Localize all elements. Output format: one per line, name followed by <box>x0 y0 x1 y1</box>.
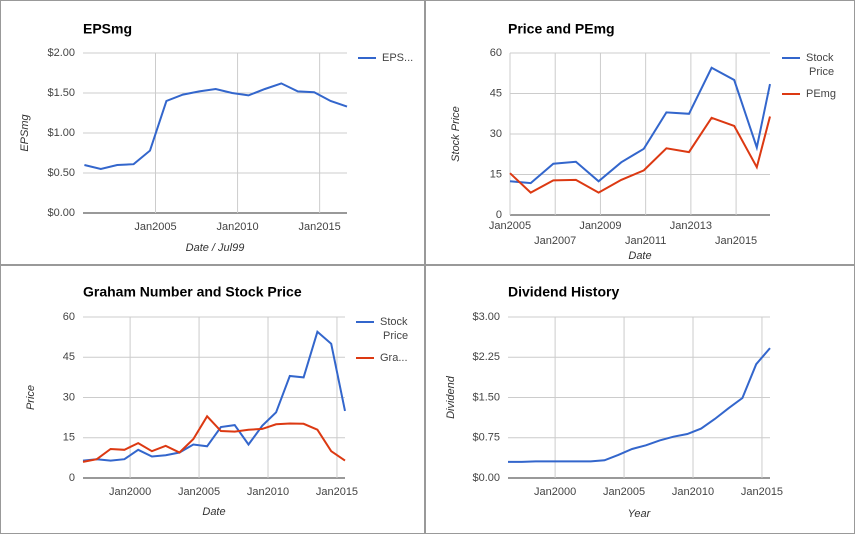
y-tick-label: $2.00 <box>47 47 75 59</box>
y-tick-label: 30 <box>490 128 502 140</box>
chart-title: Dividend History <box>508 284 619 300</box>
y-axis-title: Dividend <box>445 375 457 419</box>
legend-label: PEmg <box>806 88 836 100</box>
y-axis-title: EPSmg <box>19 113 31 151</box>
y-axis-title: Stock Price <box>450 106 462 162</box>
panel <box>425 0 855 265</box>
legend-label: Stock Price <box>806 52 834 78</box>
x-tick-label: Jan2015 <box>299 221 341 233</box>
series-line <box>509 66 771 185</box>
y-tick-label: $3.00 <box>472 311 500 323</box>
x-axis-title: Date <box>628 250 651 262</box>
legend-label: Gra... <box>380 352 408 364</box>
y-tick-label: 30 <box>63 391 75 403</box>
legend-label: Stock Price <box>380 316 408 342</box>
y-tick-label: $1.50 <box>472 391 500 403</box>
series-line <box>84 82 348 171</box>
y-axis-title: Price <box>25 385 37 410</box>
series-line <box>82 330 346 462</box>
x-tick-label: Jan2010 <box>216 221 258 233</box>
series-line <box>508 347 771 463</box>
y-tick-label: 0 <box>496 209 502 221</box>
y-tick-label: 15 <box>63 432 75 444</box>
x-axis-title: Date <box>202 506 225 518</box>
y-tick-label: 45 <box>63 351 75 363</box>
chart-title: EPSmg <box>83 21 132 37</box>
y-tick-label: $0.75 <box>472 432 500 444</box>
y-tick-label: $1.50 <box>47 87 75 99</box>
x-tick-label: Jan2010 <box>247 486 289 498</box>
series-line <box>509 116 771 194</box>
x-tick-label: Jan2000 <box>534 486 576 498</box>
y-tick-label: 45 <box>490 87 502 99</box>
x-tick-label: Jan2005 <box>489 220 531 232</box>
y-tick-label: $1.00 <box>47 127 75 139</box>
x-tick-label: Jan2005 <box>603 486 645 498</box>
chart-title: Graham Number and Stock Price <box>83 284 302 300</box>
panel <box>425 265 855 534</box>
x-axis-title: Date / Jul99 <box>186 242 245 254</box>
y-tick-label: $0.00 <box>472 472 500 484</box>
chart-title: Price and PEmg <box>508 21 615 37</box>
x-tick-label: Jan2007 <box>534 235 576 247</box>
x-tick-label: Jan2005 <box>178 486 220 498</box>
legend-label: EPS... <box>382 52 413 64</box>
x-tick-label: Jan2011 <box>625 235 666 247</box>
y-tick-label: $2.25 <box>472 351 500 363</box>
x-tick-label: Jan2015 <box>715 235 757 247</box>
x-tick-label: Jan2000 <box>109 486 151 498</box>
y-tick-label: 15 <box>490 168 502 180</box>
series-line <box>82 414 346 463</box>
x-tick-label: Jan2015 <box>316 486 358 498</box>
x-tick-label: Jan2013 <box>670 220 712 232</box>
x-tick-label: Jan2005 <box>134 221 176 233</box>
y-tick-label: $0.50 <box>47 167 75 179</box>
y-tick-label: 60 <box>490 47 502 59</box>
panel <box>0 265 425 534</box>
x-tick-label: Jan2009 <box>579 220 621 232</box>
y-tick-label: 60 <box>63 311 75 323</box>
y-tick-label: $0.00 <box>47 207 75 219</box>
y-tick-label: 0 <box>69 472 75 484</box>
x-axis-title: Year <box>628 508 652 520</box>
x-tick-label: Jan2015 <box>741 486 783 498</box>
x-tick-label: Jan2010 <box>672 486 714 498</box>
